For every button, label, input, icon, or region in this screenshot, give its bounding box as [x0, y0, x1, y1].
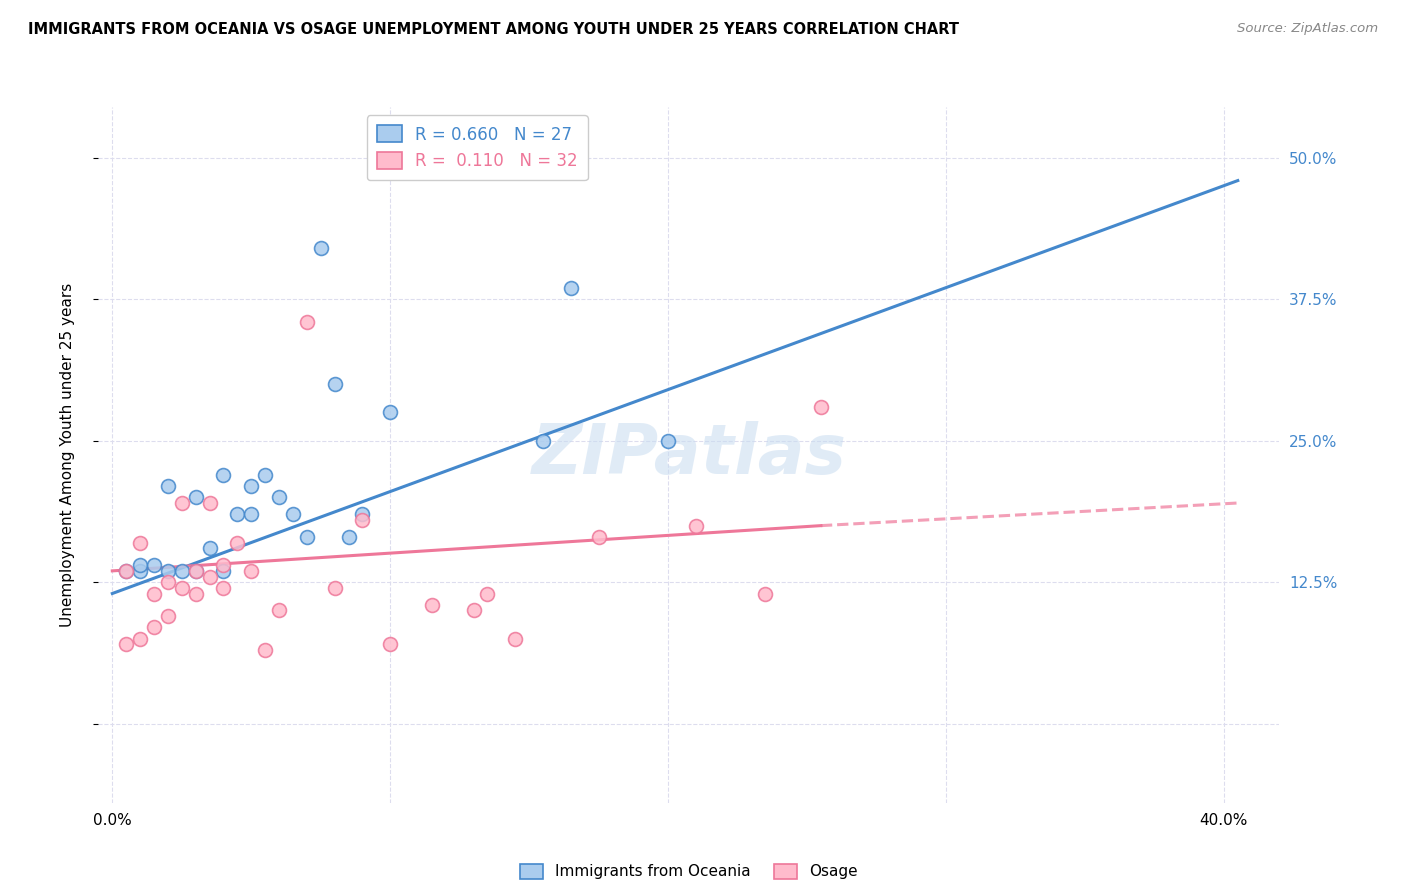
Point [170, 581, 193, 595]
Y-axis label: Unemployment Among Youth under 25 years: Unemployment Among Youth under 25 years [60, 283, 75, 627]
Point [503, 632, 526, 646]
Point [184, 564, 207, 578]
Point [588, 530, 610, 544]
Point [281, 508, 304, 522]
Point [115, 564, 138, 578]
Point [240, 479, 263, 493]
Point [295, 530, 318, 544]
Point [156, 564, 179, 578]
Point [212, 581, 235, 595]
Point [226, 508, 249, 522]
Point [323, 581, 346, 595]
Point [240, 508, 263, 522]
Text: ZIPatlas: ZIPatlas [531, 421, 846, 489]
Point [295, 315, 318, 329]
Point [212, 558, 235, 573]
Point [198, 541, 221, 556]
Point [754, 586, 776, 600]
Point [212, 467, 235, 482]
Point [156, 609, 179, 624]
Point [184, 491, 207, 505]
Point [198, 569, 221, 583]
Point [477, 586, 499, 600]
Text: IMMIGRANTS FROM OCEANIA VS OSAGE UNEMPLOYMENT AMONG YOUTH UNDER 25 YEARS CORRELA: IMMIGRANTS FROM OCEANIA VS OSAGE UNEMPLO… [28, 22, 959, 37]
Legend: Immigrants from Oceania, Osage: Immigrants from Oceania, Osage [515, 857, 863, 886]
Point [531, 434, 554, 448]
Point [156, 479, 179, 493]
Point [380, 405, 402, 419]
Point [143, 558, 166, 573]
Point [352, 513, 374, 527]
Point [115, 564, 138, 578]
Point [170, 564, 193, 578]
Point [657, 434, 679, 448]
Point [198, 496, 221, 510]
Point [212, 564, 235, 578]
Point [156, 575, 179, 590]
Point [560, 281, 582, 295]
Point [420, 598, 443, 612]
Point [184, 586, 207, 600]
Point [323, 377, 346, 392]
Point [685, 518, 707, 533]
Point [129, 558, 152, 573]
Point [254, 643, 277, 657]
Point [184, 564, 207, 578]
Point [129, 564, 152, 578]
Point [380, 637, 402, 651]
Point [170, 496, 193, 510]
Point [309, 242, 332, 256]
Point [129, 535, 152, 549]
Point [129, 632, 152, 646]
Point [810, 400, 832, 414]
Text: Source: ZipAtlas.com: Source: ZipAtlas.com [1237, 22, 1378, 36]
Point [226, 535, 249, 549]
Point [143, 620, 166, 634]
Point [337, 530, 360, 544]
Point [267, 491, 290, 505]
Point [254, 467, 277, 482]
Point [352, 508, 374, 522]
Point [240, 564, 263, 578]
Point [115, 637, 138, 651]
Point [267, 603, 290, 617]
Point [463, 603, 485, 617]
Point [143, 586, 166, 600]
